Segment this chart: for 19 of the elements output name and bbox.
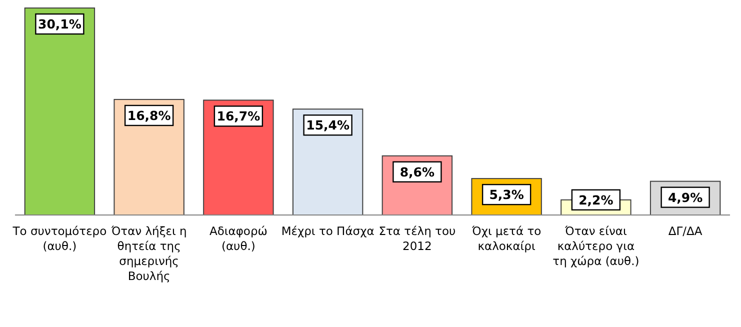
- x-tick-label: Στα τέλη του 2012: [378, 224, 456, 253]
- data-label: 2,2%: [578, 192, 614, 208]
- x-tick-label: Μέχρι το Πάσχα: [281, 224, 375, 238]
- x-tick-label: Όταν είναι καλύτερο για τη χώρα (αυθ.): [552, 224, 640, 268]
- bar: [24, 8, 96, 216]
- data-label: 30,1%: [38, 16, 82, 32]
- data-label: 4,9%: [668, 190, 704, 205]
- bar: [203, 100, 274, 216]
- x-tick-label: Όχι μετά το καλοκαίρι: [470, 224, 542, 253]
- x-tick-label: Αδιαφορώ (αυθ.): [209, 224, 268, 253]
- data-label: 16,7%: [216, 108, 261, 124]
- data-label: 5,3%: [489, 187, 524, 202]
- x-tick-label: Όταν λήξει η θητεία της σημερινής Βουλής: [110, 224, 187, 283]
- x-tick-label: ΔΓ/ΔΑ: [668, 224, 702, 238]
- data-label: 8,6%: [400, 164, 435, 180]
- bar: [114, 98, 184, 216]
- data-label: 15,4%: [306, 118, 350, 133]
- x-tick-label: Το συντομότερο (αυθ.): [12, 224, 107, 253]
- data-label: 16,8%: [127, 108, 172, 123]
